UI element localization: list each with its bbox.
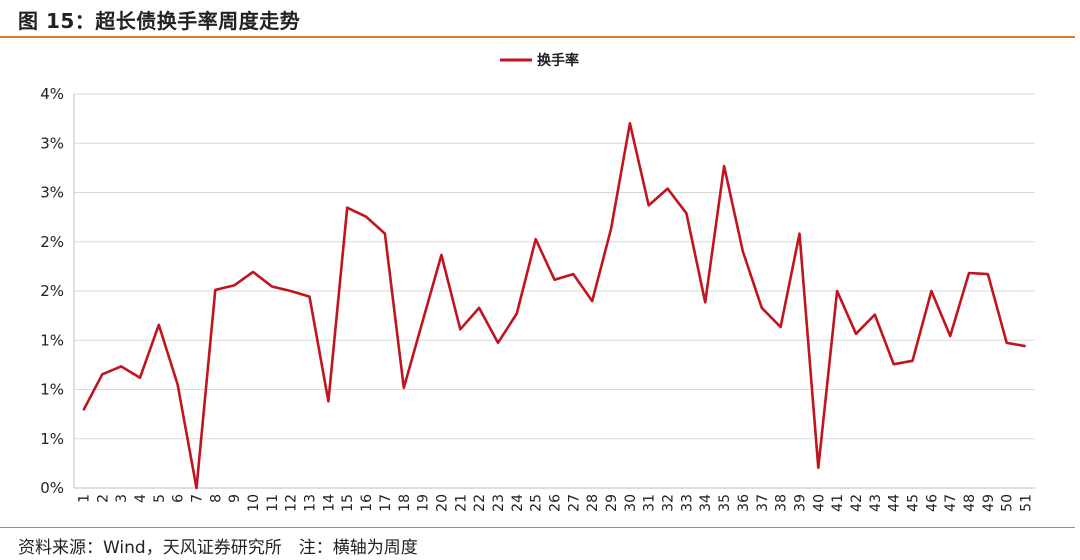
x-tick-label: 25 (529, 494, 545, 512)
y-tick-label: 0% (40, 479, 64, 497)
x-tick-label: 13 (303, 494, 319, 512)
x-tick-label: 7 (189, 494, 205, 503)
x-tick-label: 20 (434, 494, 450, 512)
x-tick-label: 31 (642, 494, 658, 512)
chart-title: 图 15：超长债换手率周度走势 (18, 9, 301, 33)
footer-divider (0, 527, 1075, 528)
x-tick-label: 23 (491, 494, 507, 512)
x-tick-label: 9 (227, 494, 243, 503)
x-tick-label: 12 (284, 494, 300, 512)
x-tick-label: 47 (943, 494, 959, 512)
x-tick-label: 3 (114, 494, 130, 503)
x-tick-label: 49 (981, 494, 997, 512)
x-tick-label: 10 (246, 494, 262, 512)
x-tick-label: 37 (755, 494, 771, 512)
x-tick-label: 16 (359, 494, 375, 512)
y-tick-label: 2% (40, 282, 64, 300)
line-chart: 0%1%1%1%2%2%3%3%4% 1 2 3 4 5 6 7 8 9 10 11 12 13 14 15… (40, 52, 1035, 512)
title-divider (0, 36, 1075, 38)
y-tick-label: 1% (40, 430, 64, 448)
x-tick-label: 33 (679, 494, 695, 512)
x-tick-label: 22 (472, 494, 488, 512)
x-tick-label: 44 (887, 494, 903, 512)
x-tick-label: 36 (736, 494, 752, 512)
x-tick-label: 8 (208, 494, 224, 503)
legend: 换手率 (500, 52, 579, 69)
x-tick-label: 28 (585, 494, 601, 512)
y-tick-label: 2% (40, 233, 64, 251)
series-line-turnover (82, 122, 1026, 490)
x-tick-label: 17 (378, 494, 394, 512)
x-tick-label: 29 (604, 494, 620, 512)
x-tick-label: 27 (566, 494, 582, 512)
x-tick-label: 34 (698, 494, 714, 512)
source-note: 资料来源：Wind，天风证券研究所 注：横轴为周度 (18, 538, 418, 558)
x-tick-label: 2 (95, 494, 111, 503)
y-tick-label: 1% (40, 331, 64, 349)
x-tick-label: 39 (792, 494, 808, 512)
x-tick-label: 24 (510, 494, 526, 512)
x-tick-label: 19 (416, 494, 432, 512)
x-tick-label: 30 (623, 494, 639, 512)
x-tick-label: 45 (906, 494, 922, 512)
x-tick-label: 32 (661, 494, 677, 512)
x-tick-label: 40 (811, 494, 827, 512)
x-tick-label: 4 (133, 494, 149, 503)
x-tick-label: 11 (265, 494, 281, 512)
y-tick-label: 3% (40, 134, 64, 152)
x-tick-label: 1 (76, 494, 92, 503)
x-tick-label: 50 (1000, 494, 1016, 512)
x-tick-label: 18 (397, 494, 413, 512)
x-tick-label: 6 (171, 494, 187, 503)
y-tick-label: 4% (40, 85, 64, 103)
legend-label: 换手率 (537, 52, 579, 69)
y-tick-label: 1% (40, 381, 64, 399)
x-tick-label: 26 (548, 494, 564, 512)
x-tick-label: 48 (962, 494, 978, 512)
x-tick-label: 38 (774, 494, 790, 512)
x-tick-label: 5 (152, 494, 168, 503)
x-tick-label: 15 (340, 494, 356, 512)
x-tick-label: 51 (1019, 494, 1035, 512)
x-tick-label: 41 (830, 494, 846, 512)
x-tick-label: 35 (717, 494, 733, 512)
x-tick-label: 42 (849, 494, 865, 512)
x-tick-label: 46 (924, 494, 940, 512)
x-tick-label: 21 (453, 494, 469, 512)
x-tick-label: 14 (321, 494, 337, 512)
y-tick-label: 3% (40, 184, 64, 202)
x-tick-label: 43 (868, 494, 884, 512)
